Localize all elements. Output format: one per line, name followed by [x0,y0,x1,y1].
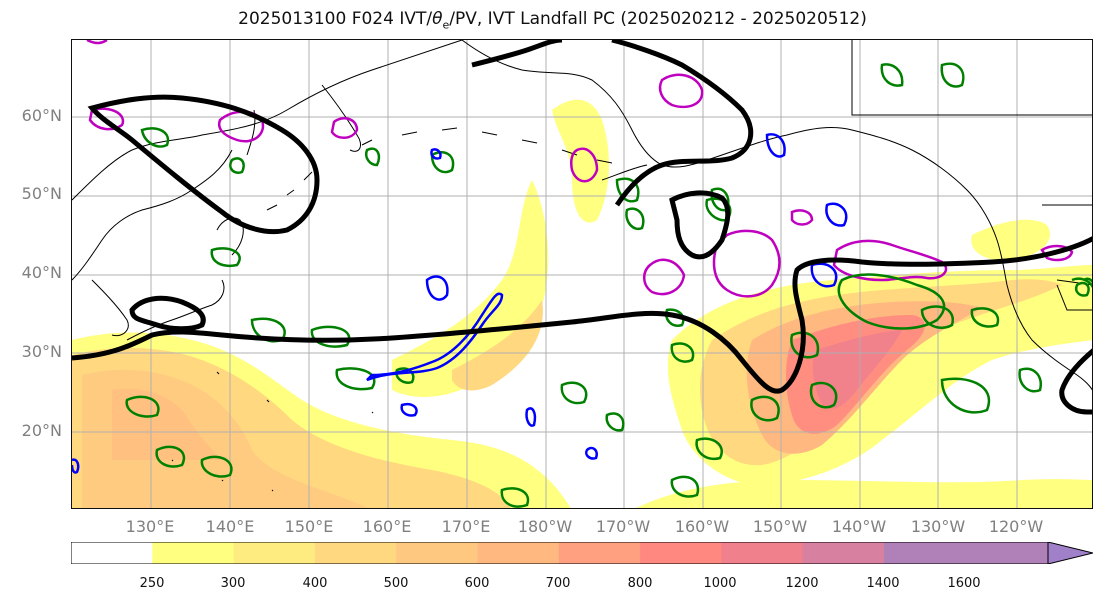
colorbar-swatches [71,542,1048,564]
colorbar-tick-1000: 1000 [703,576,737,591]
lon-label-150e: 150°E [284,517,334,536]
colorbar-swatch [640,542,722,564]
lon-label-130e: 130°E [125,517,175,536]
colorbar-tick-1400: 1400 [866,576,900,591]
colorbar-swatch [802,542,885,564]
ivt-colorbar [71,542,1093,564]
colorbar-swatch [884,542,1048,564]
colorbar-extend-arrow [1047,542,1093,564]
colorbar-tick-1600: 1600 [947,576,981,591]
colorbar-tick-600: 600 [464,576,490,591]
lon-label-130w: 130°W [910,517,966,536]
lat-label-40n: 40°N [21,263,62,282]
colorbar-tick-250: 250 [139,576,165,591]
map-panel[interactable] [71,39,1093,509]
colorbar-tick-300: 300 [220,576,246,591]
theta-e-contours [72,40,1092,415]
lon-label-180w: 180°W [517,517,573,536]
graticule [72,40,1092,508]
colorbar-tick-1200: 1200 [785,576,819,591]
map-canvas [72,40,1092,508]
lat-label-60n: 60°N [21,106,62,125]
colorbar-swatch [71,542,153,564]
colorbar-swatch [477,542,560,564]
colorbar-swatch [152,542,235,564]
colorbar-swatch [721,542,804,564]
colorbar-swatch [233,542,316,564]
lon-label-120w: 120°W [988,517,1044,536]
pv-high-contours [86,40,1074,298]
lat-label-20n: 20°N [21,421,62,440]
lon-label-160w: 160°W [674,517,730,536]
lon-label-170e: 170°E [441,517,491,536]
lon-label-140e: 140°E [205,517,255,536]
lat-label-50n: 50°N [21,184,62,203]
colorbar-swatch [396,542,478,564]
lon-label-150w: 150°W [752,517,808,536]
colorbar-swatch [558,542,641,564]
colorbar-tick-500: 500 [383,576,409,591]
lat-label-30n: 30°N [21,342,62,361]
lon-label-170w: 170°W [595,517,651,536]
colorbar-tick-700: 700 [545,576,571,591]
pv-contours [125,62,1092,508]
colorbar-tick-800: 800 [627,576,653,591]
lon-label-140w: 140°W [831,517,887,536]
lon-label-160e: 160°E [362,517,412,536]
pv-low-contours [72,133,848,474]
colorbar-tick-400: 400 [302,576,328,591]
chart-title: 2025013100 F024 IVT/θe/PV, IVT Landfall … [238,9,867,32]
colorbar-swatch [314,542,397,564]
